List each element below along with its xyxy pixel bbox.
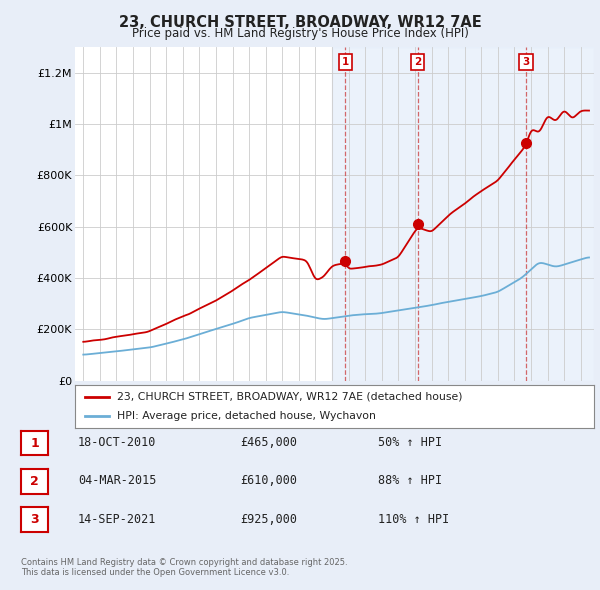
Text: 04-MAR-2015: 04-MAR-2015 bbox=[78, 474, 157, 487]
Text: 2: 2 bbox=[414, 57, 421, 67]
Text: 14-SEP-2021: 14-SEP-2021 bbox=[78, 513, 157, 526]
Text: 18-OCT-2010: 18-OCT-2010 bbox=[78, 436, 157, 449]
Text: 1: 1 bbox=[30, 437, 39, 450]
Text: 50% ↑ HPI: 50% ↑ HPI bbox=[378, 436, 442, 449]
Text: 110% ↑ HPI: 110% ↑ HPI bbox=[378, 513, 449, 526]
Text: 2: 2 bbox=[30, 475, 39, 488]
Text: 23, CHURCH STREET, BROADWAY, WR12 7AE: 23, CHURCH STREET, BROADWAY, WR12 7AE bbox=[119, 15, 481, 30]
Text: £610,000: £610,000 bbox=[240, 474, 297, 487]
Text: £925,000: £925,000 bbox=[240, 513, 297, 526]
Text: 1: 1 bbox=[341, 57, 349, 67]
Text: Contains HM Land Registry data © Crown copyright and database right 2025.
This d: Contains HM Land Registry data © Crown c… bbox=[21, 558, 347, 577]
Text: 23, CHURCH STREET, BROADWAY, WR12 7AE (detached house): 23, CHURCH STREET, BROADWAY, WR12 7AE (d… bbox=[116, 392, 462, 402]
Text: Price paid vs. HM Land Registry's House Price Index (HPI): Price paid vs. HM Land Registry's House … bbox=[131, 27, 469, 40]
Text: 3: 3 bbox=[523, 57, 530, 67]
Text: HPI: Average price, detached house, Wychavon: HPI: Average price, detached house, Wych… bbox=[116, 411, 376, 421]
Text: £465,000: £465,000 bbox=[240, 436, 297, 449]
Text: 3: 3 bbox=[30, 513, 39, 526]
Bar bbox=[332, 47, 594, 381]
Text: 88% ↑ HPI: 88% ↑ HPI bbox=[378, 474, 442, 487]
